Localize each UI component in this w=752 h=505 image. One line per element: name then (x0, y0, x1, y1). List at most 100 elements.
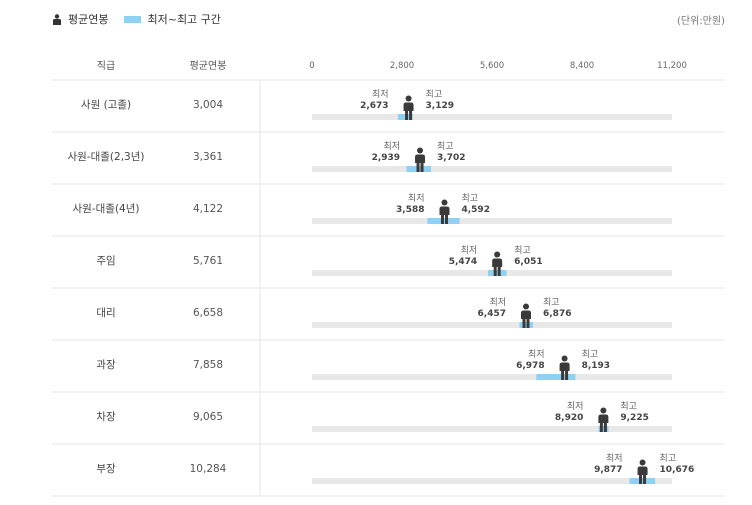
avg-person-marker (559, 355, 570, 380)
max-value-label: 4,592 (461, 205, 489, 215)
avg-person-marker (403, 95, 414, 120)
avg-person-marker (637, 459, 648, 484)
max-title-label: 최고 (660, 453, 677, 464)
unit-label: (단위:만원) (677, 16, 725, 27)
x-tick-label: 8,400 (570, 61, 594, 71)
x-tick-label: 0 (309, 61, 314, 71)
person-icon (53, 13, 61, 25)
person-leg (599, 422, 603, 432)
person-leg (561, 370, 565, 380)
legend: 평균연봉 최저~최고 구간 (52, 11, 221, 27)
person-body (637, 466, 648, 475)
min-value-label: 6,457 (478, 309, 506, 319)
person-head (441, 199, 448, 206)
range-track (312, 166, 672, 172)
range-track (312, 374, 672, 380)
range-track (312, 322, 672, 328)
max-value-label: 10,676 (660, 465, 695, 475)
person-leg (409, 110, 413, 120)
min-value-label: 5,474 (449, 257, 477, 267)
person-leg (416, 162, 420, 172)
max-title-label: 최고 (437, 141, 454, 152)
max-value-label: 3,702 (437, 153, 465, 163)
person-body (439, 206, 450, 215)
table-row: 주임 5,761 최저5,474 최고6,051 (52, 245, 725, 289)
person-head (417, 147, 424, 154)
person-leg (603, 422, 607, 432)
legend-range-label: 최저~최고 구간 (147, 13, 221, 26)
row-category: 차장 (96, 411, 116, 423)
person-leg (493, 266, 497, 276)
legend-range-swatch (124, 15, 142, 23)
range-bar (519, 322, 534, 328)
min-value-label: 2,673 (360, 101, 388, 111)
row-average: 6,658 (193, 307, 223, 319)
person-head (561, 355, 568, 362)
legend-avg-label: 평균연봉 (68, 13, 109, 26)
person-head (600, 407, 607, 414)
max-title-label: 최고 (620, 401, 637, 412)
min-title-label: 최저 (528, 349, 545, 360)
avg-person-marker (492, 251, 503, 276)
x-tick-label: 2,800 (390, 61, 414, 71)
min-value-label: 2,939 (372, 153, 400, 163)
x-tick-label: 11,200 (657, 61, 687, 71)
avg-person-marker (521, 303, 532, 328)
avg-person-marker (598, 407, 609, 432)
person-body (492, 258, 503, 267)
person-head (523, 303, 530, 310)
avg-person-marker (415, 147, 426, 172)
min-title-label: 최저 (489, 297, 506, 308)
person-body (403, 102, 414, 111)
person-body (521, 310, 532, 319)
person-body (415, 154, 426, 163)
person-body (598, 414, 609, 423)
table-row: 대리 6,658 최저6,457 최고6,876 (52, 297, 725, 341)
min-title-label: 최저 (461, 245, 478, 256)
min-title-label: 최저 (408, 193, 425, 204)
column-header-category: 직급 (97, 60, 115, 72)
row-average: 7,858 (193, 359, 223, 371)
person-head (639, 459, 646, 466)
range-track (312, 426, 672, 432)
min-title-label: 최저 (372, 89, 389, 100)
row-category: 사원-대졸(4년) (73, 203, 140, 215)
min-value-label: 9,877 (594, 465, 622, 475)
person-leg (405, 110, 409, 120)
row-category: 주임 (96, 254, 115, 267)
max-title-label: 최고 (461, 193, 478, 204)
min-value-label: 8,920 (555, 413, 583, 423)
min-value-label: 3,588 (396, 205, 424, 215)
column-header-average: 평균연봉 (190, 60, 227, 72)
range-track (312, 218, 672, 224)
row-category: 사원 (고졸) (81, 99, 131, 111)
table-row: 과장 7,858 최저6,978 최고8,193 (52, 349, 725, 393)
table-row: 사원-대졸(4년) 4,122 최저3,588 최고4,592 (52, 193, 725, 237)
max-title-label: 최고 (426, 89, 443, 100)
range-bar (487, 270, 507, 276)
person-leg (420, 162, 424, 172)
table-row: 사원-대졸(2,3년) 3,361 최저2,939 최고3,702 (52, 141, 725, 185)
person-leg (444, 214, 448, 224)
row-category: 부장 (96, 463, 116, 475)
max-value-label: 6,051 (514, 257, 542, 267)
range-track (312, 478, 672, 484)
range-bar (536, 374, 576, 380)
range-bar (629, 478, 656, 484)
min-title-label: 최저 (383, 141, 400, 152)
row-average: 10,284 (190, 463, 227, 475)
person-head (494, 251, 501, 258)
person-leg (522, 318, 526, 328)
row-average: 3,361 (193, 151, 223, 163)
max-value-label: 9,225 (620, 413, 648, 423)
range-track (312, 114, 672, 120)
min-title-label: 최저 (606, 453, 623, 464)
max-value-label: 3,129 (426, 101, 454, 111)
row-category: 과장 (96, 359, 116, 371)
max-title-label: 최고 (582, 349, 599, 360)
row-average: 5,761 (193, 255, 223, 267)
person-leg (639, 474, 643, 484)
person-leg (565, 370, 569, 380)
table-row: 차장 9,065 최저8,920 최고9,225 (52, 401, 725, 445)
